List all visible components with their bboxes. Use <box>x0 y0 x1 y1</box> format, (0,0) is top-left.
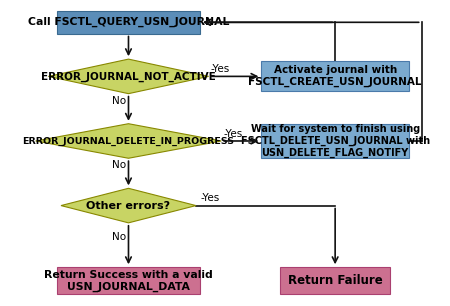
Text: -Yes: -Yes <box>200 192 220 203</box>
Text: Return Failure: Return Failure <box>288 274 382 287</box>
Text: Activate journal with
FSCTL_CREATE_USN_JOURNAL: Activate journal with FSCTL_CREATE_USN_J… <box>248 65 422 87</box>
Polygon shape <box>61 188 196 223</box>
FancyBboxPatch shape <box>57 11 200 34</box>
Text: No: No <box>112 96 126 106</box>
Polygon shape <box>36 124 221 158</box>
Text: -Yes: -Yes <box>211 64 230 74</box>
Text: ERROR_JOURNAL_DELETE_IN_PROGRESS: ERROR_JOURNAL_DELETE_IN_PROGRESS <box>22 136 234 146</box>
FancyBboxPatch shape <box>261 124 409 158</box>
FancyBboxPatch shape <box>57 267 200 294</box>
Text: Return Success with a valid
USN_JOURNAL_DATA: Return Success with a valid USN_JOURNAL_… <box>44 270 213 292</box>
Text: -Yes: -Yes <box>223 129 243 139</box>
FancyBboxPatch shape <box>280 267 390 294</box>
Text: No: No <box>112 160 126 170</box>
Text: No: No <box>112 232 126 242</box>
FancyBboxPatch shape <box>261 62 409 91</box>
Text: ERROR_JOURNAL_NOT_ACTIVE: ERROR_JOURNAL_NOT_ACTIVE <box>41 71 216 81</box>
Text: Wait for system to finish using
FSCTL_DELETE_USN_JOURNAL with
USN_DELETE_FLAG_NO: Wait for system to finish using FSCTL_DE… <box>241 124 430 158</box>
Text: Call FSCTL_QUERY_USN_JOURNAL: Call FSCTL_QUERY_USN_JOURNAL <box>28 17 229 28</box>
Text: Other errors?: Other errors? <box>86 200 171 211</box>
Polygon shape <box>48 59 209 94</box>
